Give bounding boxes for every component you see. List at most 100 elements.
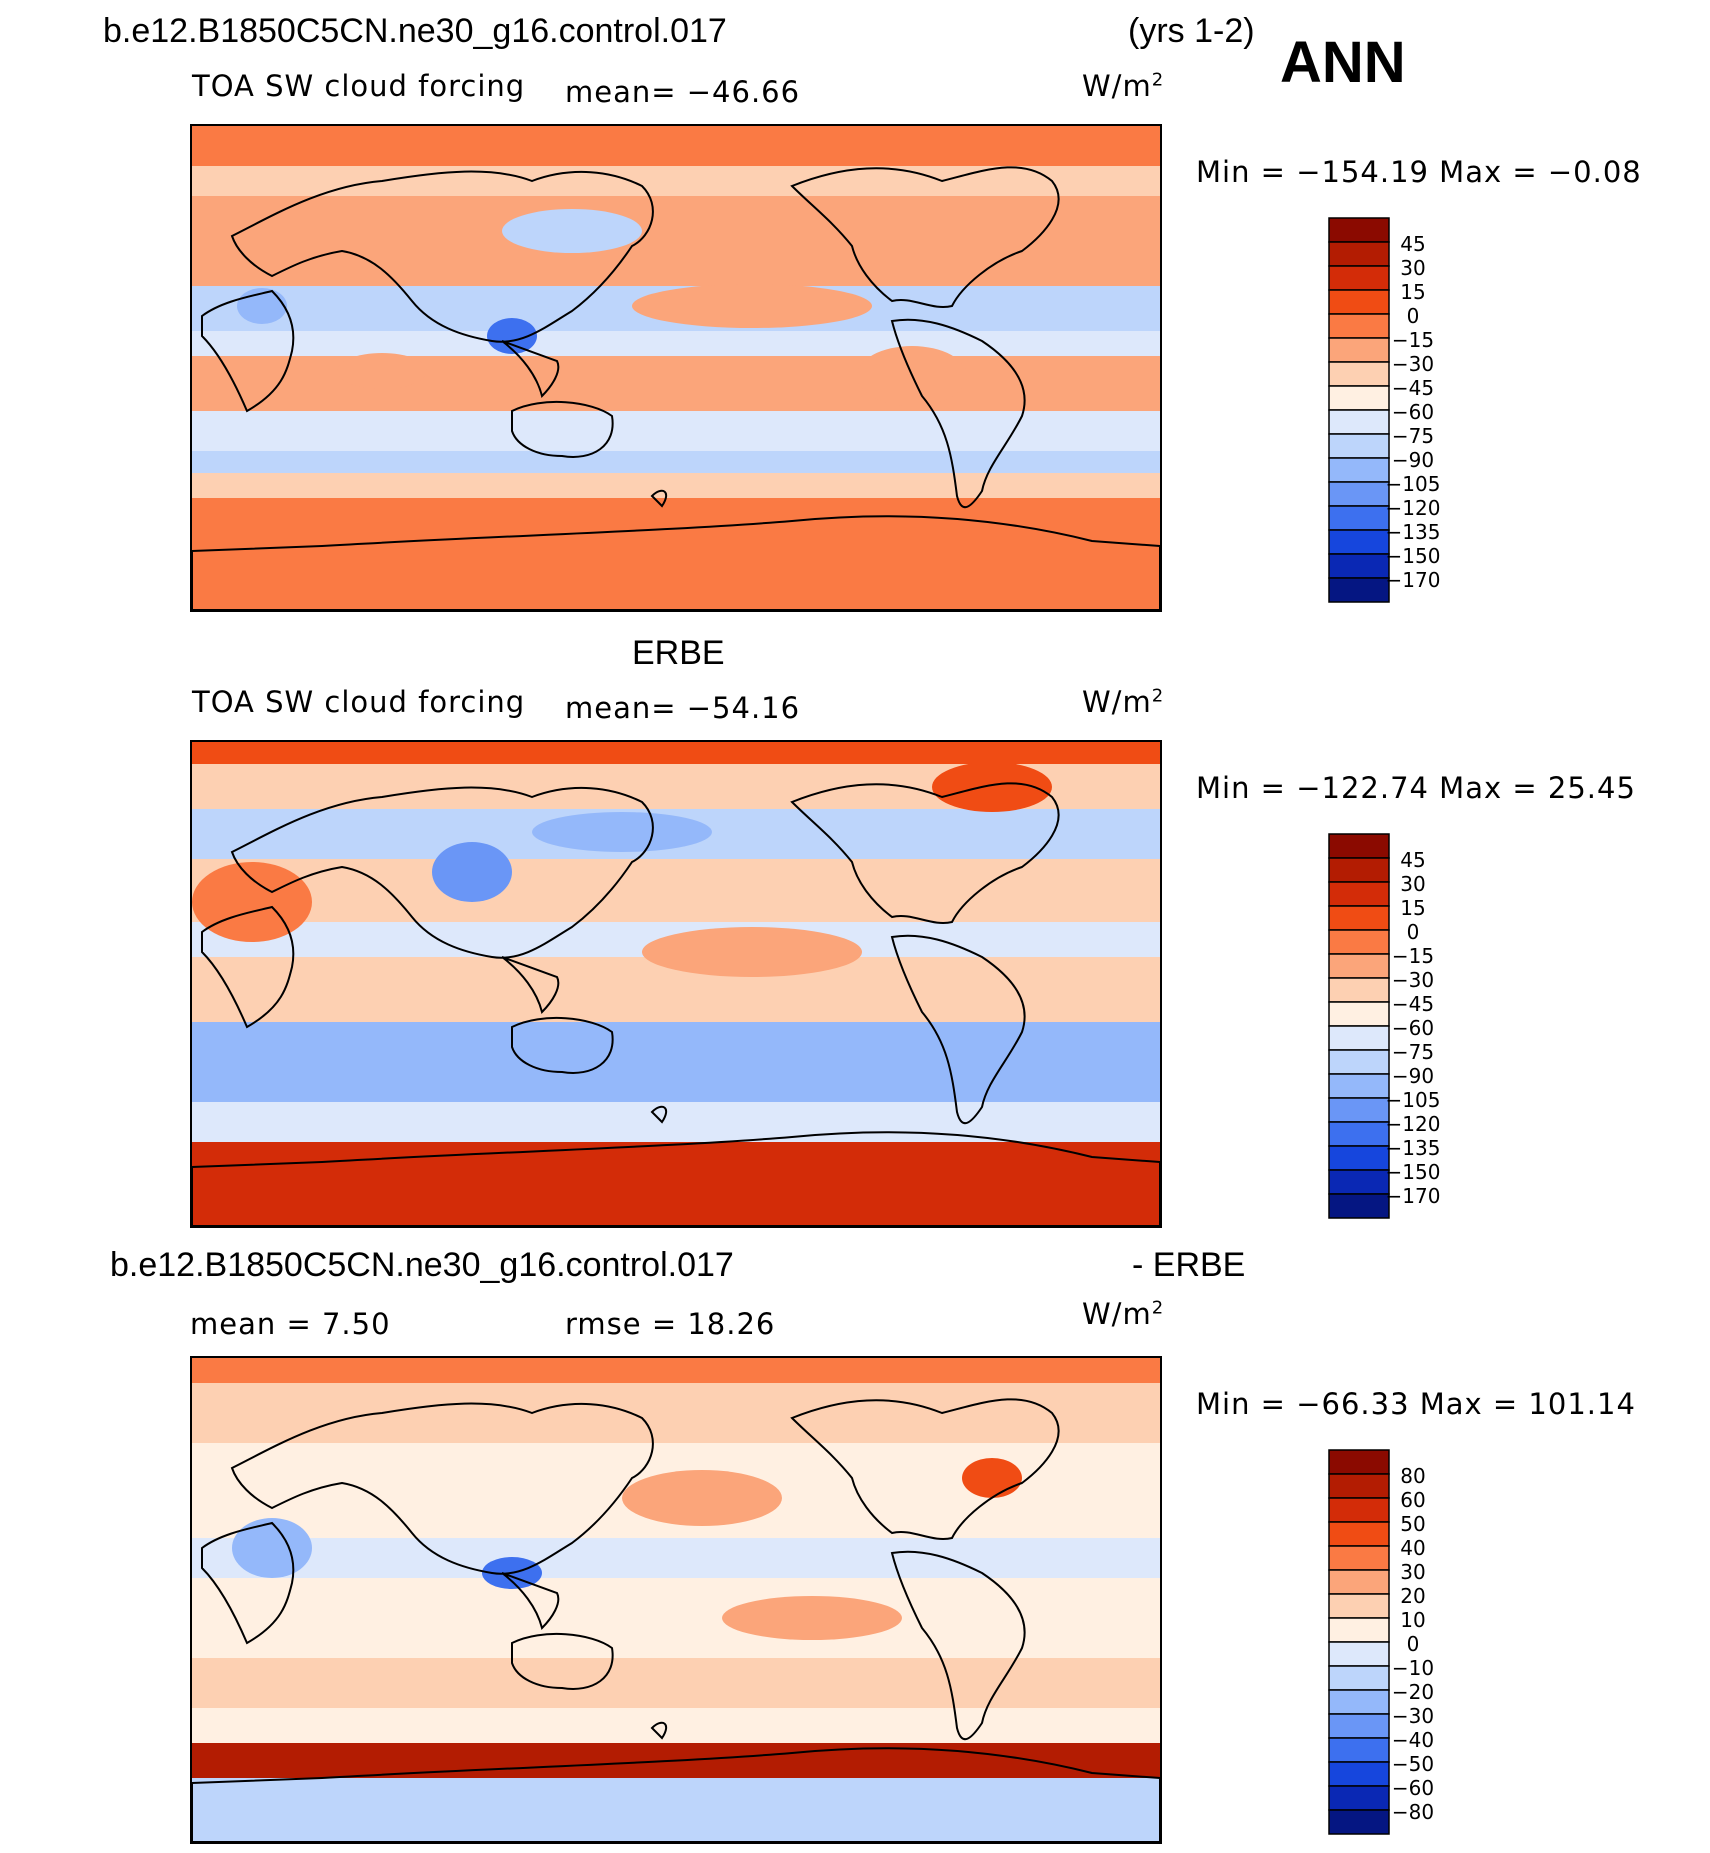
panel2-title: ERBE <box>632 634 725 672</box>
map-field-region <box>502 209 642 253</box>
map-field-band <box>192 331 1160 356</box>
map-field-band <box>192 1102 1160 1142</box>
colorbar-level-label: 80 <box>1400 1464 1425 1488</box>
colorbar-box <box>1328 881 1390 907</box>
colorbar-box <box>1328 553 1390 579</box>
colorbar-box <box>1328 409 1390 435</box>
colorbar-level-label: 20 <box>1400 1584 1425 1608</box>
panel3-title-left: b.e12.B1850C5CN.ne30_g16.control.017 <box>110 1246 734 1284</box>
colorbar-box <box>1328 1545 1390 1571</box>
colorbar-box <box>1328 977 1390 1003</box>
colorbar-level-label: 15 <box>1400 280 1425 304</box>
colorbar-level-label: 30 <box>1400 256 1425 280</box>
map-field-band <box>192 1022 1160 1102</box>
panel2-map <box>190 740 1162 1228</box>
colorbar-level-label: −150 <box>1386 544 1441 568</box>
colorbar-level-label: −170 <box>1386 568 1441 592</box>
colorbar-box <box>1328 1049 1390 1075</box>
colorbar-level-label: −60 <box>1392 1016 1434 1040</box>
colorbar-box <box>1328 1617 1390 1643</box>
coastline <box>192 1398 1160 1842</box>
map-field-band <box>192 1358 1160 1383</box>
colorbar-box <box>1328 457 1390 483</box>
colorbar-level-label: −105 <box>1386 472 1441 496</box>
panel2-colorbar: 45 30 15 0 −15 −30 −45 −60 −75 −90 −105 −120 −135 −15… <box>1328 833 1449 1219</box>
map-field-region <box>192 862 312 942</box>
map-field-band <box>192 411 1160 451</box>
colorbar-box <box>1328 265 1390 291</box>
map-field-band <box>192 126 1160 166</box>
colorbar-level-label: −135 <box>1386 520 1441 544</box>
panel1-minmax: Min = −154.19 Max = −0.08 <box>1196 155 1642 189</box>
map-field-band <box>192 1142 1160 1226</box>
panel2-units: W/m2 <box>1082 685 1165 719</box>
colorbar-level-label: −135 <box>1386 1136 1441 1160</box>
map-field-band <box>192 1778 1160 1842</box>
map-field-region <box>232 1518 312 1578</box>
colorbar-box <box>1328 1025 1390 1051</box>
colorbar-level-label: 45 <box>1400 232 1425 256</box>
panel3-rmse: rmse = 18.26 <box>565 1307 776 1341</box>
panel2-mean: mean= −54.16 <box>565 691 801 725</box>
colorbar-box <box>1328 1665 1390 1691</box>
colorbar-box <box>1328 505 1390 531</box>
colorbar-box <box>1328 337 1390 363</box>
colorbar-box <box>1328 1809 1390 1835</box>
colorbar-level-label: −80 <box>1392 1800 1434 1824</box>
colorbar-level-label: −75 <box>1392 424 1434 448</box>
map-field-band <box>192 451 1160 473</box>
colorbar-box <box>1328 1193 1390 1219</box>
colorbar-box <box>1328 953 1390 979</box>
colorbar-level-label: 10 <box>1400 1608 1425 1632</box>
colorbar-box <box>1328 385 1390 411</box>
case-title: b.e12.B1850C5CN.ne30_g16.control.017 <box>103 12 727 50</box>
colorbar-box <box>1328 833 1390 859</box>
colorbar-box <box>1328 1737 1390 1763</box>
colorbar-level-label: −90 <box>1392 448 1434 472</box>
colorbar-level-label: 30 <box>1400 1560 1425 1584</box>
colorbar-box <box>1328 361 1390 387</box>
panel3-map <box>190 1356 1162 1844</box>
colorbar-level-label: 45 <box>1400 848 1425 872</box>
map-field-region <box>642 927 862 977</box>
colorbar-box <box>1328 481 1390 507</box>
colorbar-box <box>1328 1593 1390 1619</box>
coastline <box>192 782 1160 1226</box>
colorbar-level-label: 50 <box>1400 1512 1425 1536</box>
colorbar-box <box>1328 1713 1390 1739</box>
colorbar-level-label: −30 <box>1392 968 1434 992</box>
colorbar-box <box>1328 1001 1390 1027</box>
colorbar-box <box>1328 217 1390 243</box>
colorbar-level-label: −50 <box>1392 1752 1434 1776</box>
colorbar-box <box>1328 1641 1390 1667</box>
map-field-band <box>192 742 1160 764</box>
map-field-region <box>962 1458 1022 1498</box>
colorbar-box <box>1328 905 1390 931</box>
colorbar-level-label: −30 <box>1392 1704 1434 1728</box>
colorbar-box <box>1328 929 1390 955</box>
colorbar-box <box>1328 1785 1390 1811</box>
colorbar-box <box>1328 1121 1390 1147</box>
map-field-region <box>337 353 427 389</box>
map-field-region <box>532 812 712 852</box>
colorbar-box <box>1328 577 1390 603</box>
panel3-units: W/m2 <box>1082 1297 1165 1331</box>
panel1-map <box>190 124 1162 612</box>
colorbar-level-label: −20 <box>1392 1680 1434 1704</box>
map-field-region <box>722 1596 902 1640</box>
map-field-region <box>632 284 872 328</box>
panel2-minmax: Min = −122.74 Max = 25.45 <box>1196 771 1636 805</box>
colorbar-level-label: −105 <box>1386 1088 1441 1112</box>
panel3-mean: mean = 7.50 <box>190 1307 391 1341</box>
panel3-minmax: Min = −66.33 Max = 101.14 <box>1196 1387 1636 1421</box>
colorbar-level-label: −45 <box>1392 992 1434 1016</box>
colorbar-box <box>1328 857 1390 883</box>
colorbar-box <box>1328 1521 1390 1547</box>
panel3-colorbar: 80 60 50 40 30 20 10 0 −10 −20 −30 −40 −50 −60 −80 <box>1328 1449 1449 1835</box>
colorbar-level-label: −15 <box>1392 944 1434 968</box>
colorbar-level-label: 30 <box>1400 872 1425 896</box>
colorbar-level-label: 0 <box>1407 304 1420 328</box>
colorbar-level-label: −90 <box>1392 1064 1434 1088</box>
panel1-colorbar: 45 30 15 0 −15 −30 −45 −60 −75 −90 −105 −120 −135 −15… <box>1328 217 1449 603</box>
map-field-region <box>622 1470 782 1526</box>
